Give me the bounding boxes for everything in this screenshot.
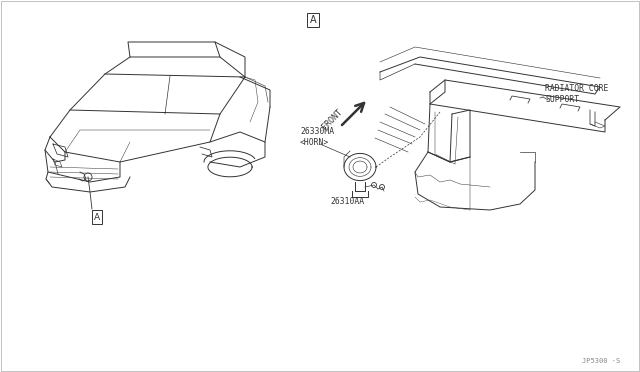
Text: A: A [310,15,316,25]
Text: FRONT: FRONT [320,107,344,131]
Text: 26310AA: 26310AA [330,198,364,206]
Text: JP5300 ·S: JP5300 ·S [582,358,620,364]
Text: 26330MA
<HORN>: 26330MA <HORN> [300,127,334,147]
Text: A: A [94,212,100,221]
Text: RADIATOR CORE
SUPPORT: RADIATOR CORE SUPPORT [545,84,609,104]
